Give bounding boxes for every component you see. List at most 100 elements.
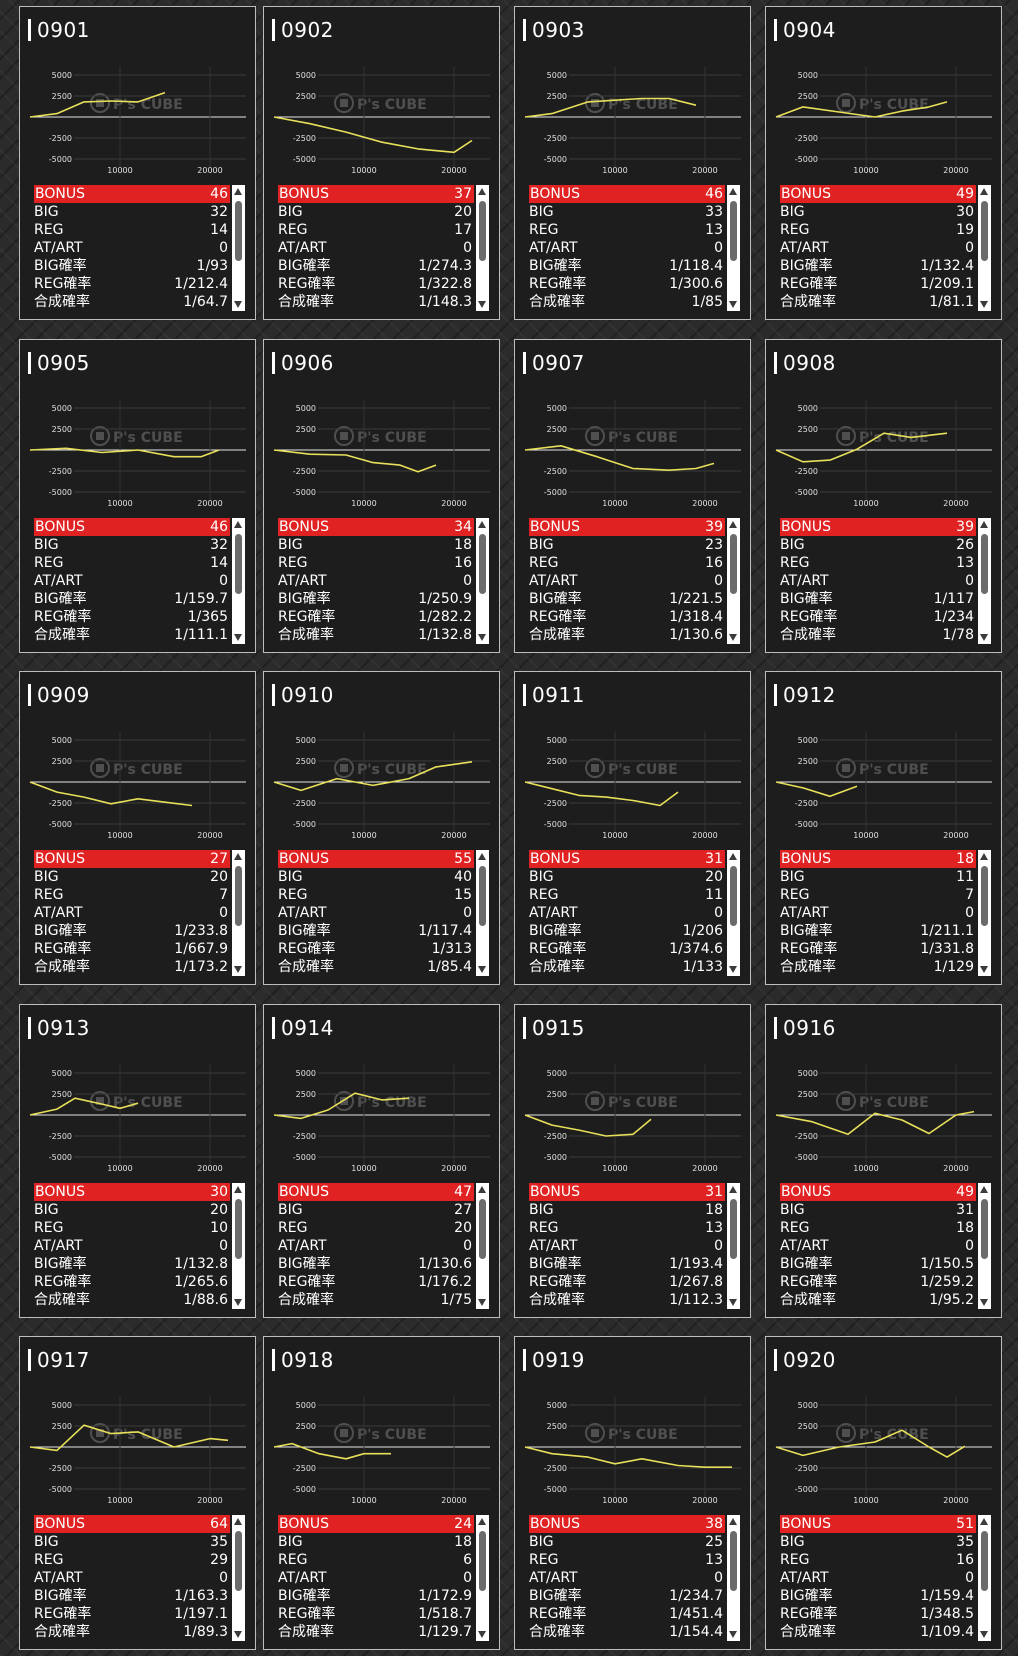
- scroll-up-arrow-icon[interactable]: [980, 1186, 988, 1193]
- scroll-down-arrow-icon[interactable]: [234, 966, 242, 973]
- scroll-up-arrow-icon[interactable]: [729, 853, 737, 860]
- scroll-thumb[interactable]: [479, 866, 486, 926]
- scroll-down-arrow-icon[interactable]: [478, 1299, 486, 1306]
- machine-card[interactable]: 0913 P's CUBE 5000 2500 -2500 -5000 10000 20000…: [19, 1004, 256, 1318]
- scroll-thumb[interactable]: [981, 534, 988, 594]
- machine-card[interactable]: 0920 P's CUBE 5000 2500 -2500 -5000 10000 20000…: [765, 1336, 1002, 1650]
- scroll-down-arrow-icon[interactable]: [234, 1631, 242, 1638]
- stats-scrollbar[interactable]: [476, 1183, 489, 1309]
- machine-card[interactable]: 0906 P's CUBE 5000 2500 -2500 -5000 10000 20000…: [263, 339, 500, 653]
- stats-scrollbar[interactable]: [232, 1515, 245, 1641]
- machine-card[interactable]: 0910 P's CUBE 5000 2500 -2500 -5000 10000 20000…: [263, 671, 500, 985]
- scroll-up-arrow-icon[interactable]: [478, 521, 486, 528]
- scroll-down-arrow-icon[interactable]: [478, 966, 486, 973]
- scroll-thumb[interactable]: [730, 1531, 737, 1591]
- scroll-thumb[interactable]: [479, 1199, 486, 1259]
- scroll-down-arrow-icon[interactable]: [234, 1299, 242, 1306]
- scroll-down-arrow-icon[interactable]: [980, 301, 988, 308]
- stats-scrollbar[interactable]: [727, 1183, 740, 1309]
- scroll-thumb[interactable]: [479, 534, 486, 594]
- scroll-down-arrow-icon[interactable]: [980, 1631, 988, 1638]
- machine-card[interactable]: 0912 P's CUBE 5000 2500 -2500 -5000 10000 20000…: [765, 671, 1002, 985]
- scroll-up-arrow-icon[interactable]: [729, 1186, 737, 1193]
- scroll-down-arrow-icon[interactable]: [729, 301, 737, 308]
- scroll-up-arrow-icon[interactable]: [478, 1518, 486, 1525]
- machine-card[interactable]: 0911 P's CUBE 5000 2500 -2500 -5000 10000 20000…: [514, 671, 751, 985]
- stats-scrollbar[interactable]: [476, 185, 489, 311]
- scroll-thumb[interactable]: [981, 866, 988, 926]
- machine-card[interactable]: 0908 P's CUBE 5000 2500 -2500 -5000 10000 20000…: [765, 339, 1002, 653]
- scroll-thumb[interactable]: [235, 534, 242, 594]
- stats-scrollbar[interactable]: [978, 1515, 991, 1641]
- scroll-down-arrow-icon[interactable]: [980, 966, 988, 973]
- scroll-up-arrow-icon[interactable]: [234, 853, 242, 860]
- scroll-up-arrow-icon[interactable]: [980, 521, 988, 528]
- scroll-up-arrow-icon[interactable]: [729, 521, 737, 528]
- stats-scrollbar[interactable]: [232, 185, 245, 311]
- scroll-up-arrow-icon[interactable]: [234, 1518, 242, 1525]
- stats-scrollbar[interactable]: [727, 1515, 740, 1641]
- machine-card[interactable]: 0915 P's CUBE 5000 2500 -2500 -5000 10000 20000…: [514, 1004, 751, 1318]
- stats-scrollbar[interactable]: [476, 1515, 489, 1641]
- scroll-down-arrow-icon[interactable]: [478, 301, 486, 308]
- scroll-thumb[interactable]: [479, 201, 486, 261]
- scroll-thumb[interactable]: [235, 866, 242, 926]
- stats-scrollbar[interactable]: [727, 518, 740, 644]
- stats-scrollbar[interactable]: [978, 518, 991, 644]
- machine-card[interactable]: 0902 P's CUBE 5000 2500 -2500 -5000 10000 20000…: [263, 6, 500, 320]
- scroll-down-arrow-icon[interactable]: [729, 1631, 737, 1638]
- machine-card[interactable]: 0901 P's CUBE 5000 2500 -2500 -5000 10000 20000…: [19, 6, 256, 320]
- scroll-thumb[interactable]: [479, 1531, 486, 1591]
- scroll-up-arrow-icon[interactable]: [234, 521, 242, 528]
- machine-card[interactable]: 0909 P's CUBE 5000 2500 -2500 -5000 10000 20000…: [19, 671, 256, 985]
- machine-card[interactable]: 0907 P's CUBE 5000 2500 -2500 -5000 10000 20000…: [514, 339, 751, 653]
- scroll-thumb[interactable]: [730, 866, 737, 926]
- machine-card[interactable]: 0919 P's CUBE 5000 2500 -2500 -5000 10000 20000…: [514, 1336, 751, 1650]
- stats-scrollbar[interactable]: [978, 1183, 991, 1309]
- machine-card[interactable]: 0905 P's CUBE 5000 2500 -2500 -5000 10000 20000…: [19, 339, 256, 653]
- scroll-up-arrow-icon[interactable]: [980, 1518, 988, 1525]
- scroll-down-arrow-icon[interactable]: [234, 301, 242, 308]
- stats-scrollbar[interactable]: [232, 1183, 245, 1309]
- stats-scrollbar[interactable]: [232, 518, 245, 644]
- scroll-up-arrow-icon[interactable]: [234, 1186, 242, 1193]
- scroll-up-arrow-icon[interactable]: [478, 188, 486, 195]
- scroll-down-arrow-icon[interactable]: [478, 634, 486, 641]
- scroll-up-arrow-icon[interactable]: [980, 188, 988, 195]
- stats-scrollbar[interactable]: [476, 850, 489, 976]
- scroll-down-arrow-icon[interactable]: [729, 966, 737, 973]
- scroll-thumb[interactable]: [235, 201, 242, 261]
- machine-card[interactable]: 0918 P's CUBE 5000 2500 -2500 -5000 10000 20000…: [263, 1336, 500, 1650]
- stats-scrollbar[interactable]: [232, 850, 245, 976]
- machine-card[interactable]: 0914 P's CUBE 5000 2500 -2500 -5000 10000 20000…: [263, 1004, 500, 1318]
- scroll-down-arrow-icon[interactable]: [729, 634, 737, 641]
- scroll-thumb[interactable]: [730, 1199, 737, 1259]
- scroll-thumb[interactable]: [981, 1199, 988, 1259]
- stats-scrollbar[interactable]: [727, 185, 740, 311]
- stats-scrollbar[interactable]: [978, 185, 991, 311]
- scroll-up-arrow-icon[interactable]: [478, 853, 486, 860]
- stats-scrollbar[interactable]: [978, 850, 991, 976]
- scroll-thumb[interactable]: [235, 1199, 242, 1259]
- scroll-up-arrow-icon[interactable]: [478, 1186, 486, 1193]
- scroll-up-arrow-icon[interactable]: [234, 188, 242, 195]
- stats-scrollbar[interactable]: [727, 850, 740, 976]
- scroll-up-arrow-icon[interactable]: [729, 1518, 737, 1525]
- scroll-up-arrow-icon[interactable]: [980, 853, 988, 860]
- scroll-thumb[interactable]: [235, 1531, 242, 1591]
- scroll-thumb[interactable]: [981, 1531, 988, 1591]
- scroll-down-arrow-icon[interactable]: [478, 1631, 486, 1638]
- scroll-down-arrow-icon[interactable]: [980, 634, 988, 641]
- scroll-down-arrow-icon[interactable]: [729, 1299, 737, 1306]
- scroll-up-arrow-icon[interactable]: [729, 188, 737, 195]
- scroll-down-arrow-icon[interactable]: [234, 634, 242, 641]
- scroll-thumb[interactable]: [981, 201, 988, 261]
- machine-card[interactable]: 0903 P's CUBE 5000 2500 -2500 -5000 10000 20000…: [514, 6, 751, 320]
- stats-scrollbar[interactable]: [476, 518, 489, 644]
- scroll-down-arrow-icon[interactable]: [980, 1299, 988, 1306]
- scroll-thumb[interactable]: [730, 534, 737, 594]
- machine-card[interactable]: 0904 P's CUBE 5000 2500 -2500 -5000 10000 20000…: [765, 6, 1002, 320]
- scroll-thumb[interactable]: [730, 201, 737, 261]
- machine-card[interactable]: 0917 P's CUBE 5000 2500 -2500 -5000 10000 20000…: [19, 1336, 256, 1650]
- machine-card[interactable]: 0916 P's CUBE 5000 2500 -2500 -5000 10000 20000…: [765, 1004, 1002, 1318]
